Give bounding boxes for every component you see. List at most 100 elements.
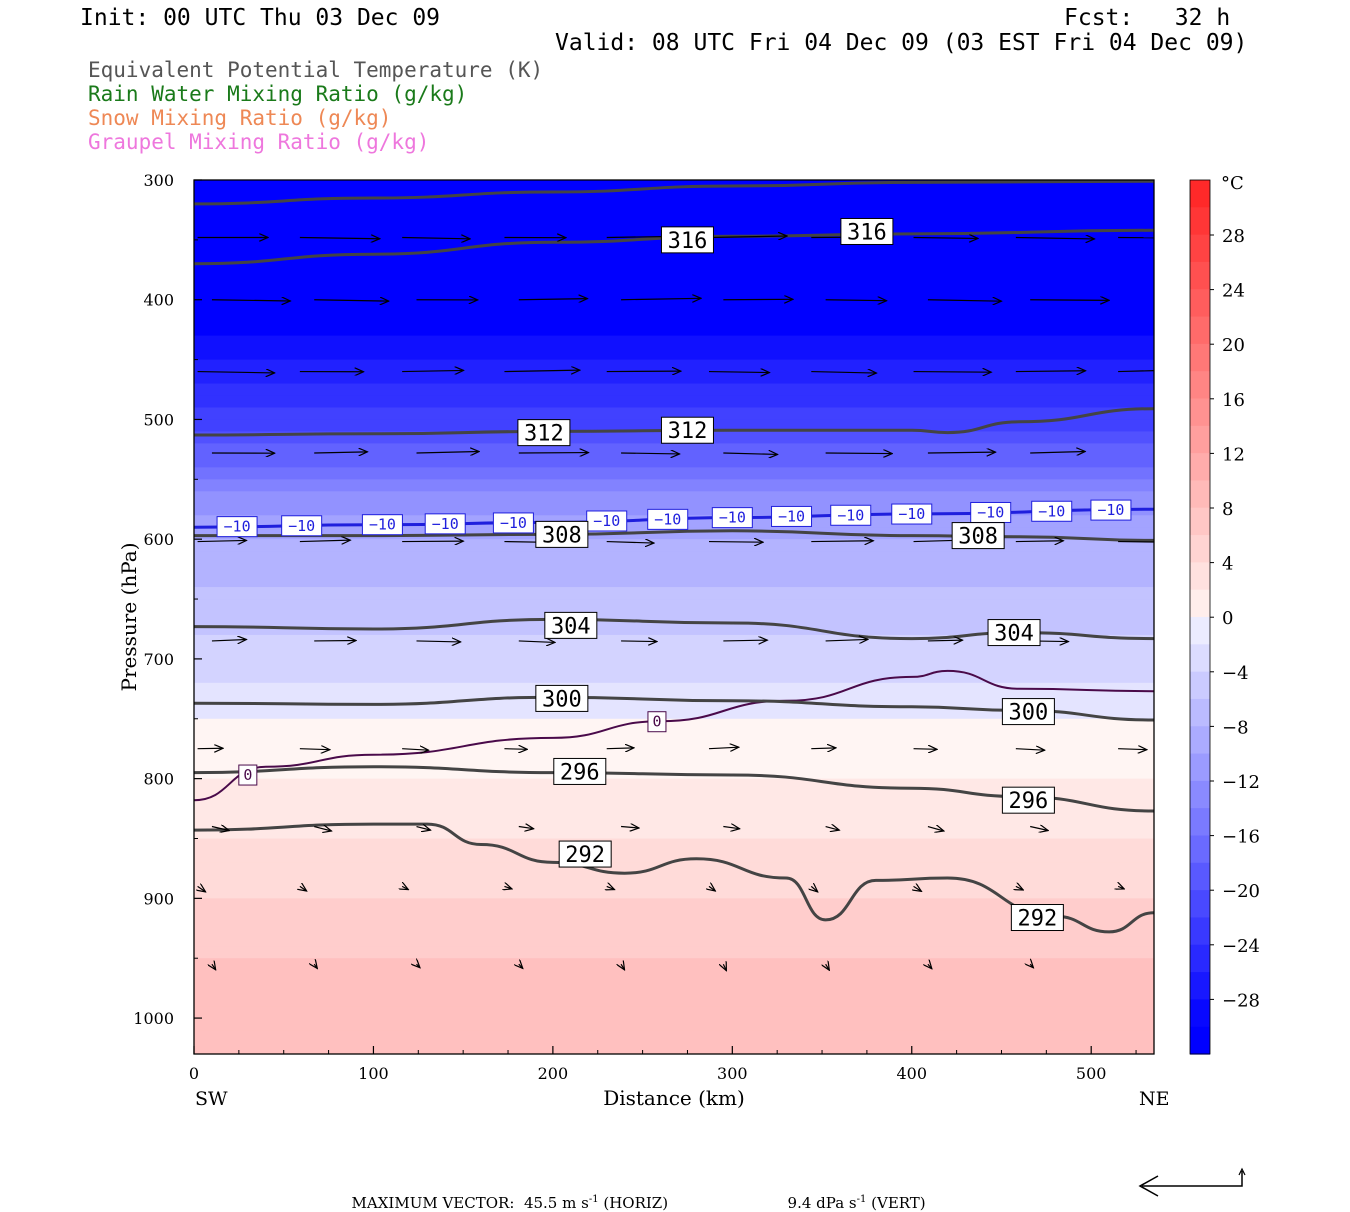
x-tick-label: 500 [1076, 1064, 1107, 1083]
shade-band [194, 204, 1154, 217]
colorbar-tick-label: 20 [1222, 335, 1245, 356]
shade-band [194, 874, 1154, 887]
colorbar-tick-label: 24 [1222, 281, 1245, 302]
temperature-contour-label: −10 [772, 506, 812, 526]
shade-band [194, 348, 1154, 361]
y-tick-label: 1000 [133, 1009, 174, 1028]
shade-band [194, 575, 1154, 588]
max-vert-vector-label: 9.4 dPa s-1 (VERT) [778, 1176, 926, 1212]
wind-vector [1016, 371, 1086, 372]
y-tick-label: 900 [143, 889, 174, 908]
theta-e-contour-label: 308 [536, 521, 588, 548]
shade-band [194, 647, 1154, 660]
theta-e-contour-label: 316 [841, 218, 893, 245]
shade-band [194, 300, 1154, 313]
cross-section-chart: −10−10−10−10−10−10−10−10−10−10−10−10−10−… [0, 0, 1350, 1170]
colorbar-swatch [1190, 289, 1210, 317]
wind-vector [914, 749, 937, 750]
temperature-contour-label: 0 [239, 765, 257, 785]
y-tick-label: 800 [143, 770, 174, 789]
colorbar-swatch [1190, 972, 1210, 1000]
colorbar-swatch [1190, 754, 1210, 782]
theta-e-contour-label: 292 [1011, 905, 1063, 932]
colorbar-swatch [1190, 562, 1210, 590]
temperature-label-text: −10 [778, 507, 805, 525]
wind-vector [811, 541, 873, 542]
temperature-label-text: −10 [369, 516, 396, 534]
theta-e-contour-label: 300 [1002, 699, 1054, 726]
colorbar-swatch [1190, 863, 1210, 891]
temperature-label-text: −10 [288, 517, 315, 535]
x-tick-label: 300 [717, 1064, 748, 1083]
temperature-contour-label: −10 [892, 504, 932, 524]
y-tick-label: 500 [143, 410, 174, 429]
y-tick-label: 700 [143, 650, 174, 669]
colorbar-swatch [1190, 836, 1210, 864]
temperature-label-text: 0 [652, 713, 661, 731]
shade-band [194, 551, 1154, 564]
colorbar-tick-label: −24 [1222, 936, 1260, 957]
colorbar-tick-label: 28 [1222, 226, 1245, 247]
shade-band [194, 1018, 1154, 1031]
theta-e-contour-label: 308 [952, 523, 1004, 550]
temperature-contour-label: −10 [493, 513, 533, 533]
x-right-end-label: NE [1139, 1088, 1170, 1110]
temperature-contour-label: −10 [712, 508, 752, 528]
theta-e-contour-label: 300 [536, 685, 588, 712]
wind-vector [504, 749, 527, 750]
temperature-shading [194, 180, 1154, 1055]
colorbar-swatch [1190, 317, 1210, 345]
shade-band [194, 587, 1154, 600]
shade-band [194, 910, 1154, 923]
shade-band [194, 396, 1154, 409]
y-tick-label: 300 [143, 171, 174, 190]
colorbar-swatch [1190, 344, 1210, 372]
shade-band [194, 336, 1154, 349]
colorbar-swatch [1190, 480, 1210, 508]
shade-band [194, 994, 1154, 1007]
theta-e-contour-label: 316 [661, 227, 713, 254]
temperature-contour-label: −10 [587, 511, 627, 531]
colorbar-tick-label: 12 [1222, 444, 1245, 465]
temperature-label-text: −10 [500, 514, 527, 532]
wind-vector [928, 640, 963, 641]
temperature-contour-label: −10 [831, 505, 871, 525]
colorbar-swatch [1190, 207, 1210, 235]
wind-vector [1030, 300, 1109, 301]
shade-band [194, 276, 1154, 289]
shade-band [194, 479, 1154, 492]
colorbar-swatch [1190, 180, 1210, 208]
theta-e-label-text: 304 [551, 614, 591, 639]
shade-band [194, 827, 1154, 840]
colorbar-swatch [1190, 1027, 1210, 1055]
wind-vector [1118, 542, 1176, 543]
temperature-contour-label: −10 [217, 517, 257, 537]
y-tick-label: 600 [143, 530, 174, 549]
theta-e-contour-label: 296 [1002, 787, 1054, 814]
temperature-label-text: −10 [593, 512, 620, 530]
theta-e-contour-label: 292 [559, 841, 611, 868]
shade-band [194, 946, 1154, 959]
theta-e-label-text: 304 [994, 622, 1034, 647]
temperature-label-text: −10 [1038, 502, 1065, 520]
colorbar-swatch [1190, 672, 1210, 700]
temperature-contour-label: −10 [362, 515, 402, 535]
temperature-label-text: −10 [898, 505, 925, 523]
temperature-contour-label: −10 [1091, 500, 1131, 520]
wind-vector [1118, 237, 1192, 238]
shade-band [194, 491, 1154, 504]
theta-e-label-text: 316 [668, 229, 708, 254]
shade-band [194, 934, 1154, 947]
theta-e-label-text: 308 [958, 525, 998, 550]
colorbar-swatch [1190, 644, 1210, 672]
shade-band [194, 731, 1154, 744]
x-left-end-label: SW [195, 1088, 228, 1110]
theta-e-label-text: 312 [668, 419, 708, 444]
colorbar-tick-label: −12 [1222, 772, 1260, 793]
x-axis-label: Distance (km) [603, 1086, 745, 1110]
wind-vector [723, 640, 767, 641]
theta-e-label-text: 292 [565, 843, 605, 868]
wind-vector [1016, 541, 1064, 542]
theta-e-label-text: 300 [1009, 701, 1049, 726]
